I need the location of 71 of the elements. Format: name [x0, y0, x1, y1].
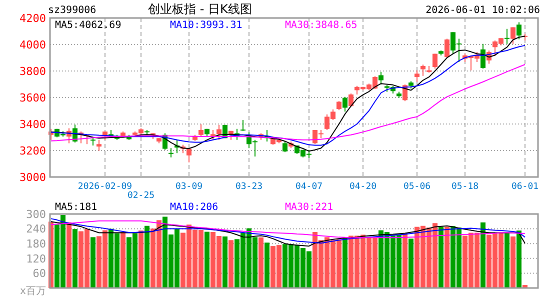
text: MA10:3993.31	[170, 20, 242, 31]
y-tick-label: 60	[32, 267, 46, 280]
bar	[120, 232, 126, 288]
y-tick-label: 180	[26, 237, 46, 250]
candlestick	[444, 38, 450, 59]
bar	[138, 230, 144, 288]
x-tick-label: 05-18	[451, 182, 479, 192]
candlestick	[186, 148, 192, 163]
bar	[402, 234, 408, 288]
y-tick-label: 3000	[20, 170, 46, 184]
y-axis-title: x百万	[20, 286, 46, 297]
candlestick	[342, 96, 348, 112]
bar	[408, 238, 414, 288]
candlestick	[336, 100, 342, 111]
bar	[72, 229, 78, 288]
candlestick	[168, 148, 174, 158]
series-label: MA10:206	[170, 202, 218, 213]
x-tick-label: 03-09	[175, 182, 203, 192]
candlestick	[516, 22, 522, 40]
bar	[444, 226, 450, 288]
chart-title: 创业板指 - 日K线图	[148, 2, 252, 16]
text: MA5:4062.69	[55, 20, 122, 31]
candlestick	[210, 129, 216, 140]
candlestick	[240, 120, 246, 132]
candlestick	[432, 53, 438, 70]
bar	[144, 226, 150, 288]
bar	[504, 232, 510, 288]
text: MA30:221	[285, 202, 334, 213]
y-tick-label: 3400	[20, 118, 46, 131]
bar	[228, 240, 234, 288]
bar	[264, 242, 270, 288]
bar	[342, 238, 348, 288]
candlestick	[420, 64, 426, 76]
bar	[204, 232, 210, 288]
text: sz399006	[48, 5, 96, 16]
candlestick	[510, 26, 516, 44]
x-tick-label: 02-25	[127, 191, 155, 201]
y-tick-label: 300	[26, 208, 46, 221]
bar	[480, 222, 486, 288]
x-tick-label: 03-23	[235, 182, 263, 192]
candlestick	[198, 124, 204, 138]
bar	[90, 237, 96, 288]
candlestick	[216, 124, 222, 140]
line-series	[50, 220, 526, 238]
y-tick-label: 3800	[20, 64, 46, 78]
x-tick-label: 04-07	[295, 182, 323, 192]
candlestick	[282, 140, 288, 153]
bar	[510, 236, 516, 288]
text: MA30:3848.65	[285, 20, 358, 31]
candlestick	[96, 139, 102, 152]
bar	[438, 226, 444, 288]
text: 2026-06-01 10:02:06	[426, 5, 540, 16]
bar	[66, 222, 72, 288]
candlestick	[378, 71, 384, 86]
y-tick-label: 4000	[20, 38, 46, 52]
candlestick	[414, 70, 420, 82]
y-tick-label: 3200	[20, 144, 46, 158]
y-tick-label: 240	[26, 222, 46, 236]
candlestick	[504, 28, 510, 44]
x-tick-label: 06-01	[511, 182, 539, 192]
bar	[222, 236, 228, 288]
y-tick-label: 120	[26, 252, 46, 266]
bar	[516, 230, 522, 288]
x-tick-label: 04-20	[349, 182, 377, 192]
candlestick	[348, 93, 354, 108]
x-tick-label: 2026-02-09	[78, 182, 132, 192]
bar	[258, 237, 264, 288]
y-tick-label: 3600	[20, 91, 46, 104]
series-label: MA5:181	[55, 202, 98, 213]
y-tick-label: 4200	[20, 12, 46, 25]
x-tick-label: 05-06	[403, 182, 431, 192]
